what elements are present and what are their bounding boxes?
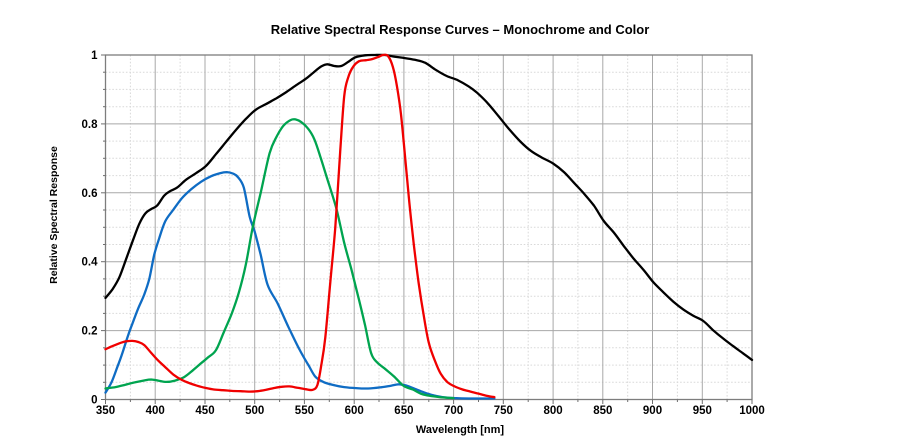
x-tick-label: 750 xyxy=(494,405,513,417)
y-tick-label: 0 xyxy=(91,395,97,407)
tick-labels: 350 400 450 500 550 600 650 700 750 800 850 900 950 1… xyxy=(82,50,765,417)
y-tick-label: 0.2 xyxy=(82,326,98,338)
y-axis-label: Relative Spectral Response xyxy=(48,146,60,284)
curves xyxy=(104,53,754,400)
y-tick-label: 0.6 xyxy=(82,188,98,200)
x-tick-label: 350 xyxy=(96,405,115,417)
curve-green xyxy=(104,118,455,400)
x-tick-label: 900 xyxy=(643,405,662,417)
x-tick-label: 550 xyxy=(295,405,314,417)
curve-monochrome xyxy=(104,53,754,362)
x-tick-label: 600 xyxy=(345,405,364,417)
x-tick-label: 500 xyxy=(245,405,264,417)
curve-blue xyxy=(104,170,496,400)
chart-title: Relative Spectral Response Curves – Mono… xyxy=(271,22,650,37)
y-tick-label: 1 xyxy=(91,50,98,62)
x-tick-label: 950 xyxy=(693,405,712,417)
y-tick-label: 0.4 xyxy=(82,257,99,269)
curve-red xyxy=(104,53,496,399)
x-tick-label: 1000 xyxy=(739,405,765,417)
axes xyxy=(101,54,753,404)
x-tick-label: 650 xyxy=(394,405,413,417)
grid-lines xyxy=(105,55,752,400)
x-axis-label: Wavelength [nm] xyxy=(416,424,505,436)
y-tick-label: 0.8 xyxy=(82,119,99,131)
x-tick-label: 800 xyxy=(544,405,563,417)
x-tick-label: 400 xyxy=(146,405,165,417)
x-tick-label: 450 xyxy=(195,405,214,417)
x-tick-label: 700 xyxy=(444,405,463,417)
x-tick-label: 850 xyxy=(593,405,612,417)
